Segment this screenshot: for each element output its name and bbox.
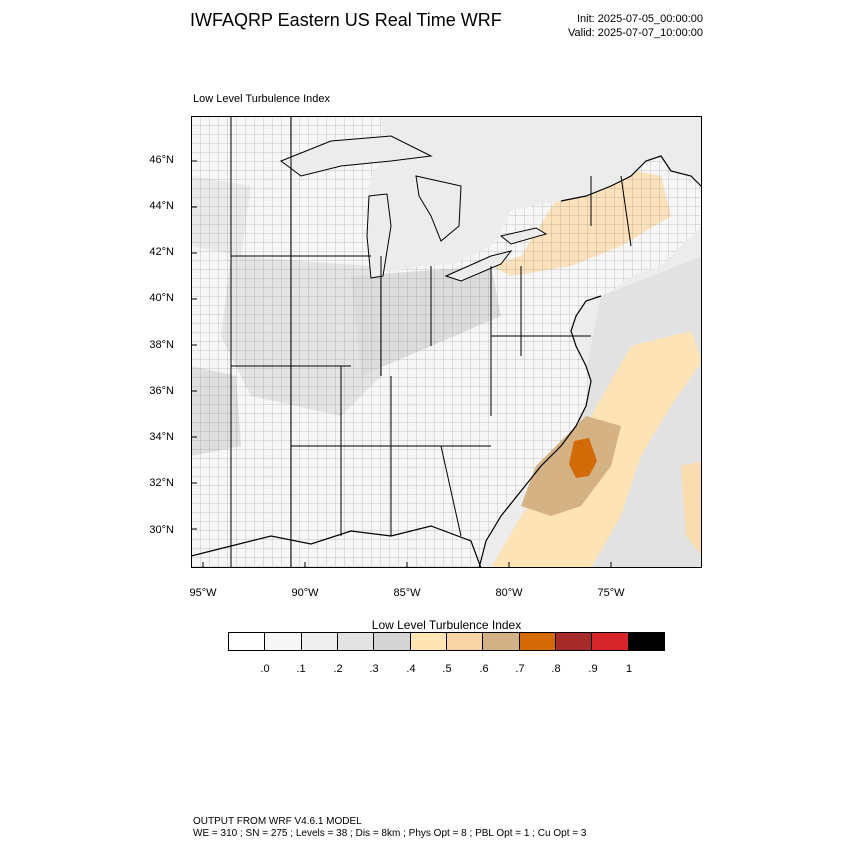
colorbar-label: .1 (296, 663, 306, 675)
colorbar-swatch (265, 633, 302, 650)
init-time: Init: 2025-07-05_00:00:00 (577, 13, 703, 25)
lat-label-36: 36°N (149, 385, 174, 397)
lake-erie (444, 250, 513, 282)
colorbar-swatch (483, 633, 520, 650)
coastline (478, 155, 702, 568)
colorbar-title: Low Level Turbulence Index (371, 618, 522, 632)
lat-label-46: 46°N (149, 154, 174, 166)
colorbar-swatch (410, 633, 447, 650)
footer-model-line: OUTPUT FROM WRF V4.6.1 MODEL (193, 816, 362, 827)
lake-superior (279, 135, 433, 177)
colorbar-swatch (555, 633, 593, 650)
lat-label-30: 30°N (149, 524, 174, 536)
lon-label-75: 75°W (597, 587, 625, 599)
colorbar-label: .2 (333, 663, 343, 675)
main-title: IWFAQRP Eastern US Real Time WRF (190, 10, 502, 30)
colorbar-label: .5 (442, 663, 452, 675)
colorbar-label: .8 (551, 663, 561, 675)
lake-ontario (499, 227, 548, 245)
colorbar-label: .0 (260, 663, 270, 675)
colorbar-swatch (628, 633, 664, 650)
state-boundaries (230, 116, 632, 568)
plume-high (569, 438, 597, 478)
map-border (191, 116, 702, 568)
colorbar-label: 1 (625, 663, 633, 675)
colorbar-swatch (337, 633, 375, 650)
lon-label-90: 90°W (291, 587, 319, 599)
gulf-coast (191, 525, 482, 568)
lat-label-40: 40°N (149, 292, 174, 304)
lat-label-32: 32°N (149, 477, 174, 489)
lat-label-38: 38°N (149, 339, 174, 351)
footer-config-line: WE = 310 ; SN = 275 ; Levels = 38 ; Dis … (193, 828, 587, 839)
lat-label-34: 34°N (149, 431, 174, 443)
map-panel (191, 116, 702, 568)
lake-michigan (366, 193, 392, 279)
lake-huron (415, 175, 462, 242)
colorbar-label: .4 (406, 663, 416, 675)
lon-label-85: 85°W (393, 587, 421, 599)
colorbar-swatch (229, 633, 266, 650)
plume-east-light (681, 461, 702, 556)
colorbar-swatch (374, 633, 411, 650)
panel-title: Low Level Turbulence Index (193, 93, 330, 105)
colorbar-label: .9 (588, 663, 598, 675)
lon-label-95: 95°W (189, 587, 217, 599)
lon-label-80: 80°W (495, 587, 523, 599)
lat-label-44: 44°N (149, 200, 174, 212)
colorbar (228, 632, 665, 651)
colorbar-swatch (446, 633, 484, 650)
valid-time: Valid: 2025-07-07_10:00:00 (568, 27, 703, 39)
colorbar-label: .3 (369, 663, 379, 675)
colorbar-label: .7 (515, 663, 525, 675)
colorbar-label: .6 (479, 663, 489, 675)
colorbar-swatch (301, 633, 338, 650)
lat-label-42: 42°N (149, 246, 174, 258)
colorbar-swatch (592, 633, 629, 650)
colorbar-swatch (519, 633, 556, 650)
